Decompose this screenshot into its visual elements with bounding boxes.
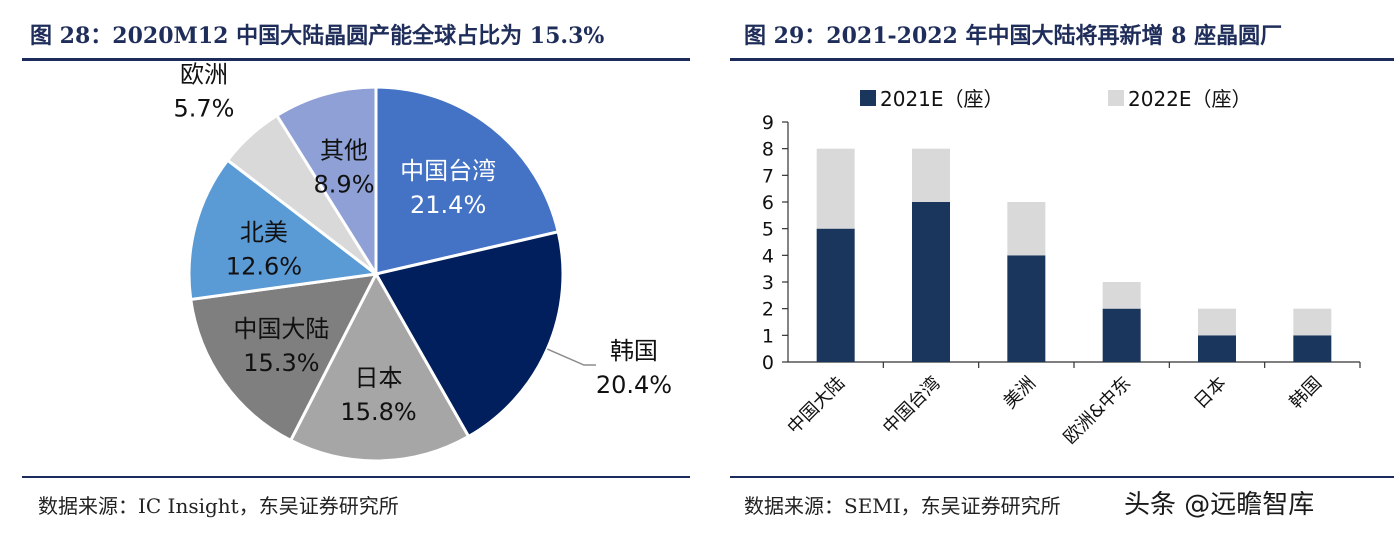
bar-chart-title: 图 29：2021-2022 年中国大陆将再新增 8 座晶圆厂 bbox=[744, 23, 1283, 49]
title-divider bbox=[730, 58, 1394, 61]
slice-name-label: 中国大陆 bbox=[233, 315, 329, 343]
y-tick-label: 4 bbox=[762, 245, 774, 267]
x-tick-label: 中国台湾 bbox=[879, 373, 945, 439]
x-tick-label: 欧洲&中东 bbox=[1060, 373, 1136, 449]
legend-label: 2021E（座） bbox=[880, 87, 1004, 111]
bar-segment bbox=[1293, 308, 1332, 336]
bar-segment bbox=[1007, 255, 1046, 362]
slice-value-label: 12.6% bbox=[226, 252, 302, 280]
bar-segment bbox=[816, 228, 855, 362]
bar-chart: 2021E（座） 2022E（座） 0 1 2 3 4 5 6 7 8 9 中国大陆 中国台湾 美洲 欧洲&中… bbox=[762, 87, 1361, 449]
pie-chart-panel: 图 28：2020M12 中国大陆晶圆产能全球占比为 15.3% 中国台湾 21.… bbox=[22, 23, 690, 518]
y-tick-label: 2 bbox=[762, 299, 774, 321]
pie-slice bbox=[274, 85, 378, 280]
slice-name-label: 日本 bbox=[355, 364, 403, 392]
legend-swatch bbox=[860, 90, 876, 106]
slice-value-label: 20.4% bbox=[596, 371, 672, 399]
y-tick-label: 7 bbox=[762, 165, 774, 187]
leader-line bbox=[546, 348, 596, 366]
y-tick-label: 5 bbox=[762, 219, 774, 241]
slice-name-label: 北美 bbox=[240, 218, 288, 246]
slice-name-label: 中国台湾 bbox=[400, 157, 496, 185]
x-tick-label: 中国大陆 bbox=[783, 373, 849, 439]
slice-value-label: 5.7% bbox=[174, 95, 235, 123]
slice-value-label: 15.8% bbox=[340, 398, 416, 426]
bar-segment bbox=[1102, 282, 1141, 309]
bar-chart-source: 数据来源：SEMI，东吴证券研究所 bbox=[744, 494, 1061, 518]
watermark: 头条 @远瞻智库 bbox=[1124, 490, 1315, 520]
slice-name-label: 欧洲 bbox=[180, 61, 228, 89]
bar-chart-panel: 图 29：2021-2022 年中国大陆将再新增 8 座晶圆厂 2021E（座）… bbox=[730, 0, 1400, 534]
x-tick-label: 韩国 bbox=[1286, 373, 1326, 413]
bar-segment bbox=[1007, 202, 1046, 256]
x-tick-label: 日本 bbox=[1190, 373, 1230, 413]
pie-chart-source: 数据来源：IC Insight，东吴证券研究所 bbox=[38, 494, 399, 518]
y-tick-label: 6 bbox=[762, 192, 774, 214]
slice-name-label: 其他 bbox=[320, 137, 368, 165]
bar-segment bbox=[1198, 308, 1236, 336]
bar-segment bbox=[912, 148, 950, 202]
bar-segment bbox=[912, 202, 950, 362]
pie-slice bbox=[187, 158, 380, 302]
bar-segment bbox=[1198, 335, 1236, 362]
pie-chart-title: 图 28：2020M12 中国大陆晶圆产能全球占比为 15.3% bbox=[30, 23, 605, 49]
pie-slice bbox=[189, 272, 379, 443]
title-divider bbox=[22, 58, 690, 61]
bar-segment bbox=[816, 148, 855, 229]
y-tick-label: 0 bbox=[762, 352, 774, 374]
slice-value-label: 15.3% bbox=[243, 349, 319, 377]
source-divider bbox=[730, 476, 1394, 478]
legend-label: 2022E（座） bbox=[1128, 87, 1252, 111]
y-tick-label: 9 bbox=[762, 112, 774, 134]
slice-name-label: 韩国 bbox=[610, 337, 658, 365]
source-divider bbox=[22, 476, 690, 478]
pie-slice bbox=[374, 85, 560, 276]
pie-chart: 中国台湾 21.4% 韩国 20.4% 日本 15.8% 中国大陆 15.3% 北美 12.6% 欧… bbox=[174, 61, 672, 463]
slice-value-label: 8.9% bbox=[314, 171, 375, 199]
y-tick-label: 8 bbox=[762, 139, 774, 161]
bar-segment bbox=[1293, 335, 1332, 362]
bar-segment bbox=[1102, 308, 1141, 362]
y-tick-label: 1 bbox=[762, 325, 774, 347]
slice-value-label: 21.4% bbox=[410, 191, 486, 219]
x-tick-label: 美洲 bbox=[1000, 373, 1040, 413]
pie-slice bbox=[288, 270, 471, 463]
legend-swatch bbox=[1108, 90, 1124, 106]
y-tick-label: 3 bbox=[762, 272, 774, 294]
